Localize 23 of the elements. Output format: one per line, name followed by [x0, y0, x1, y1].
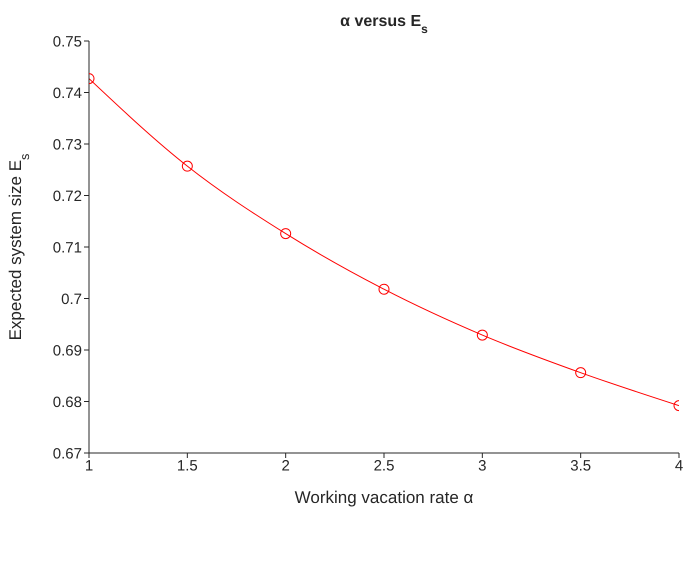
point	[280, 228, 292, 240]
x-tick-label: 1.5	[176, 458, 198, 475]
y-tick-label: 0.72	[52, 188, 82, 205]
y-tick-label: 0.75	[52, 33, 82, 50]
x-tick-label: 2.5	[374, 458, 394, 475]
y-tick-label: 0.67	[52, 445, 82, 462]
y-tick-label: 0.69	[52, 342, 82, 360]
point	[575, 367, 586, 378]
x-tick-label: 1	[84, 458, 94, 475]
point	[378, 284, 390, 295]
x-tick-label: 2	[281, 458, 290, 475]
chart-title: α versus E$_{s}$	[340, 13, 428, 36]
x-tick-label: 4	[674, 458, 684, 475]
y-tick-label: 0.73	[52, 136, 82, 154]
y-tick-label: 0.7	[61, 290, 82, 308]
x-tick-label: 3	[478, 458, 487, 475]
point	[476, 330, 488, 341]
point	[182, 160, 193, 172]
y-tick-label: 0.71	[52, 239, 82, 256]
y-tick-label: 0.68	[52, 394, 82, 411]
x-tick-label: 3.5	[570, 458, 592, 475]
x-axis-title: Working vacation rate α	[294, 488, 474, 507]
y-tick-label: 0.74	[52, 84, 82, 102]
